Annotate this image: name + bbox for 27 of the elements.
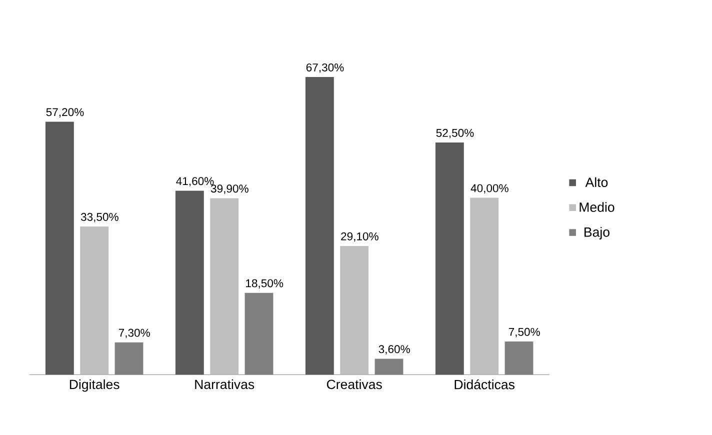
x-tick-label: Didácticas [454,380,514,390]
data-label: 3,60% [378,345,410,355]
data-label: 18,50% [246,279,284,289]
legend-label: Medio [580,202,614,212]
data-label: 39,90% [210,184,248,194]
bar [210,198,239,375]
bar [80,226,109,375]
x-tick-label: Narrativas [195,380,254,390]
legend-label: Bajo [584,227,610,240]
bar [45,122,74,375]
bar [435,142,464,375]
data-label: 40,00% [470,184,508,194]
data-label: 57,20% [46,108,84,118]
x-tick-label: Digitales [70,380,120,392]
data-label: 7,50% [508,328,540,338]
data-label: 52,50% [436,129,474,138]
bar [340,246,369,375]
data-label: 67,30% [306,64,344,73]
data-label: 29,10% [341,232,378,242]
legend-label: Alto [585,177,608,188]
bar [470,198,499,375]
x-tick-label: Creativas [326,380,382,390]
bar [175,190,204,375]
data-label: 7,30% [118,328,150,338]
bar [305,77,334,375]
data-label: 33,50% [80,213,118,222]
data-label: 41,60% [176,177,214,187]
